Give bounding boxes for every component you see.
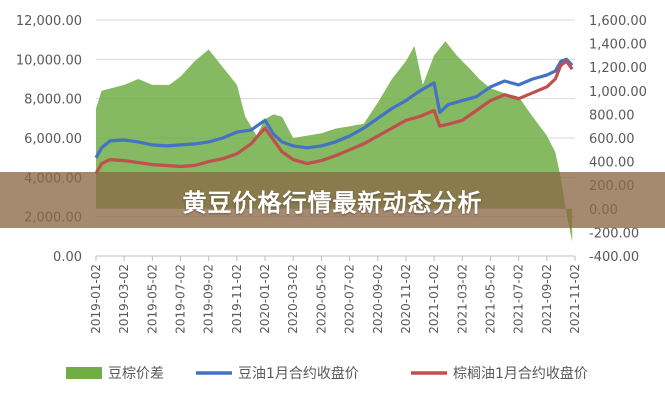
left-tick-label: 8,000.00 <box>24 93 82 108</box>
x-tick-label: 2019-09-02 <box>202 264 216 334</box>
left-tick-label: 10,000.00 <box>16 53 82 68</box>
x-tick-label: 2020-01-02 <box>258 264 272 334</box>
legend: 豆棕价差 豆油1月合约收盘价 棕榈油1月合约收盘价 <box>66 365 588 382</box>
x-axis: 2019-01-02 2019-03-02 2019-05-02 2019-07-02… <box>89 255 582 334</box>
x-tick-label: 2021-11-02 <box>568 264 582 334</box>
left-tick-label: 12,000.00 <box>16 14 82 29</box>
x-tick-label: 2019-01-02 <box>89 264 103 334</box>
right-tick-label: 400.00 <box>589 156 635 171</box>
x-tick-label: 2020-03-02 <box>286 264 300 334</box>
legend-swatch <box>66 367 102 379</box>
left-tick-label: 0.00 <box>53 250 82 265</box>
right-tick-label: -400.00 <box>589 250 639 265</box>
right-tick-label: 600.00 <box>589 132 635 147</box>
x-tick-label: 2019-07-02 <box>174 264 188 334</box>
x-tick-label: 2020-07-02 <box>343 264 357 334</box>
banner-title: 黄豆价格行情最新动态分析 <box>182 188 483 217</box>
title-banner: 黄豆价格行情最新动态分析 <box>0 172 665 228</box>
x-tick-label: 2021-07-02 <box>512 264 526 334</box>
legend-label: 棕榈油1月合约收盘价 <box>453 365 588 382</box>
x-tick-label: 2021-09-02 <box>540 264 554 334</box>
x-tick-label: 2020-11-02 <box>399 264 413 334</box>
legend-label: 豆油1月合约收盘价 <box>238 365 359 382</box>
right-tick-label: 1,600.00 <box>589 14 647 29</box>
x-tick-label: 2020-09-02 <box>371 264 385 334</box>
x-tick-label: 2021-03-02 <box>455 264 469 334</box>
x-tick-label: 2019-03-02 <box>117 264 131 334</box>
line-layer <box>94 57 574 175</box>
right-tick-label: -200.00 <box>589 226 639 241</box>
right-tick-label: 1,400.00 <box>589 38 647 53</box>
left-tick-label: 6,000.00 <box>24 132 82 147</box>
right-tick-label: 800.00 <box>589 108 635 123</box>
x-tick-label: 2019-05-02 <box>145 264 159 334</box>
right-tick-label: 1,200.00 <box>589 61 647 76</box>
x-tick-label: 2019-11-02 <box>230 264 244 334</box>
x-tick-label: 2020-05-02 <box>314 264 328 334</box>
line-series-palm-oil <box>94 59 574 175</box>
line-series-soybean-oil <box>94 57 574 159</box>
right-tick-label: 1,000.00 <box>589 85 647 100</box>
legend-label: 豆棕价差 <box>108 366 164 382</box>
x-tick-label: 2021-05-02 <box>483 264 497 334</box>
x-tick-label: 2021-01-02 <box>427 264 441 334</box>
